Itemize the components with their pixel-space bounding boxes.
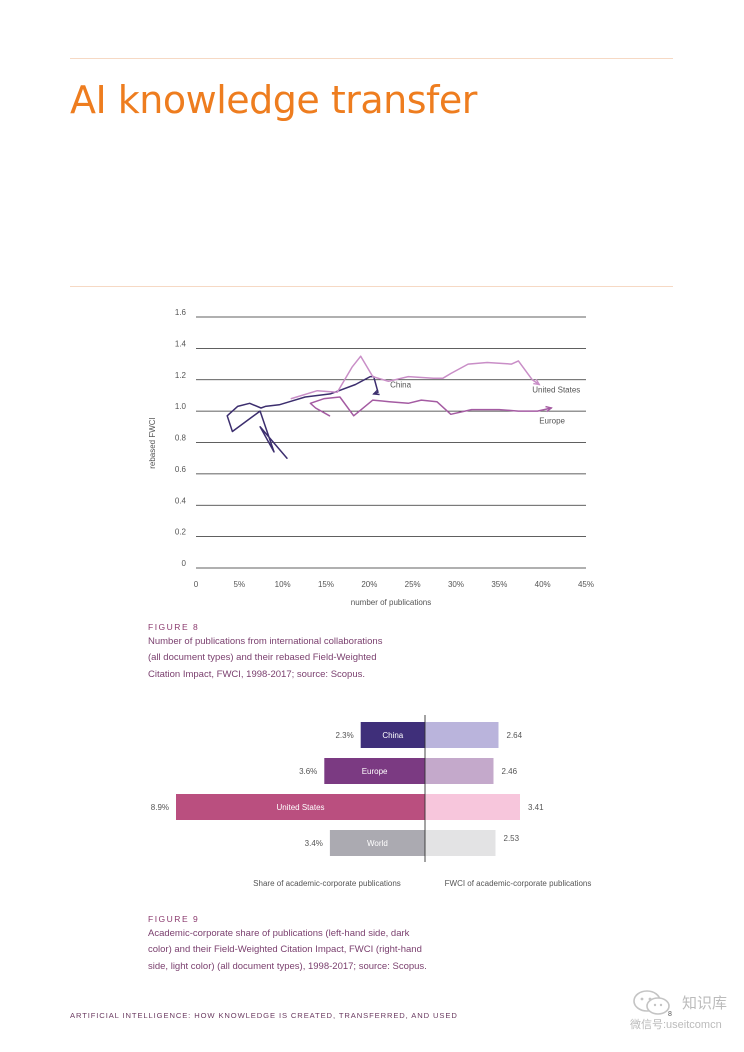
data-label-share: 2.3% <box>335 731 353 740</box>
bar-fwci-world <box>425 830 496 856</box>
category-label: World <box>367 839 388 848</box>
series-arrowhead-europe <box>545 405 553 413</box>
y-axis-title: rebased FWCI <box>148 417 157 469</box>
x-tick-label: 30% <box>448 580 464 589</box>
y-tick-label: 1.6 <box>175 308 187 317</box>
y-tick-label: 1.4 <box>175 339 187 348</box>
data-label-share: 8.9% <box>151 803 169 812</box>
data-label-fwci: 2.53 <box>504 834 520 843</box>
series-label-europe: Europe <box>539 417 565 426</box>
watermark-title: 知识库 <box>682 995 728 1012</box>
footer-running-title: ARTIFICIAL INTELLIGENCE: HOW KNOWLEDGE I… <box>70 1011 458 1020</box>
series-line-europe <box>309 396 553 417</box>
series-label-united-states: United States <box>532 385 580 394</box>
bar-share-china <box>360 722 425 748</box>
bar-fwci-europe <box>425 758 494 784</box>
y-tick-label: 0.2 <box>175 528 187 537</box>
bar-fwci-china <box>425 722 499 748</box>
y-tick-label: 0.4 <box>175 496 187 505</box>
wechat-icon <box>633 990 670 1015</box>
series-arrowhead-united-states <box>533 378 541 386</box>
figure-8-line-chart: 0 0.2 0.4 0.6 0.8 1.0 1.2 1.4 1.6 0 5% 10% 15% 20% 25%… <box>148 308 594 607</box>
data-label-fwci: 3.41 <box>528 803 544 812</box>
watermark-account: 微信号:useitcomcn <box>630 1019 722 1031</box>
series-arrowhead-china <box>372 389 380 396</box>
x-tick-label: 15% <box>318 580 334 589</box>
category-label: United States <box>276 803 324 812</box>
category-label: Europe <box>362 767 388 776</box>
figure-8-label: FIGURE 8 <box>148 622 200 632</box>
page-title: AI knowledge transfer <box>70 78 477 122</box>
figure-9-label: FIGURE 9 <box>148 914 200 924</box>
figure-9-bar-chart: China 2.3% 2.64 Europe 3.6% 2.46 United States… <box>151 715 592 888</box>
caption-line: (all document types) and their rebased F… <box>148 652 377 664</box>
figure-9-caption: Academic-corporate share of publications… <box>148 926 458 975</box>
y-tick-label: 0.8 <box>175 434 187 443</box>
x-tick-label: 35% <box>491 580 507 589</box>
x-axis-title: number of publications <box>351 598 432 607</box>
top-divider <box>70 58 673 59</box>
bar-share-united-states <box>176 794 425 820</box>
x-tick-label: 5% <box>234 580 246 589</box>
bar-fwci-united-states <box>425 794 520 820</box>
caption-line: Citation Impact, FWCI, 1998-2017; source… <box>148 668 366 680</box>
x-tick-label: 10% <box>275 580 291 589</box>
caption-line: color) and their Field-Weighted Citation… <box>148 944 422 956</box>
y-tick-label: 0.6 <box>175 465 187 474</box>
page-number: 8 <box>668 1011 672 1018</box>
x-tick-label: 40% <box>535 580 551 589</box>
x-tick-label: 45% <box>578 580 594 589</box>
left-axis-title: Share of academic-corporate publications <box>253 879 401 888</box>
bar-share-world <box>329 830 425 856</box>
caption-line: Number of publications from internationa… <box>148 636 383 647</box>
y-tick-label: 0 <box>182 559 187 568</box>
category-label: China <box>382 731 403 740</box>
data-label-share: 3.4% <box>305 839 323 848</box>
figure-8-caption: Number of publications from internationa… <box>148 634 448 683</box>
right-axis-title: FWCI of academic-corporate publications <box>445 879 592 888</box>
bar-share-europe <box>324 758 425 784</box>
x-tick-label: 25% <box>405 580 421 589</box>
section-divider <box>70 286 673 287</box>
series-line-china <box>226 375 379 459</box>
data-label-share: 3.6% <box>299 767 317 776</box>
y-tick-label: 1.0 <box>175 402 187 411</box>
data-label-fwci: 2.64 <box>507 731 523 740</box>
x-tick-label: 20% <box>361 580 377 589</box>
watermark: 知识库 微信号:useitcomcn <box>628 990 740 1034</box>
y-tick-label: 1.2 <box>175 371 187 380</box>
data-label-fwci: 2.46 <box>502 767 518 776</box>
series-line-united-states <box>290 355 540 400</box>
x-tick-label: 0 <box>194 580 199 589</box>
caption-line: side, light color) (all document types),… <box>148 960 427 972</box>
series-label-china: China <box>390 381 411 390</box>
caption-line: Academic-corporate share of publications… <box>148 928 410 939</box>
